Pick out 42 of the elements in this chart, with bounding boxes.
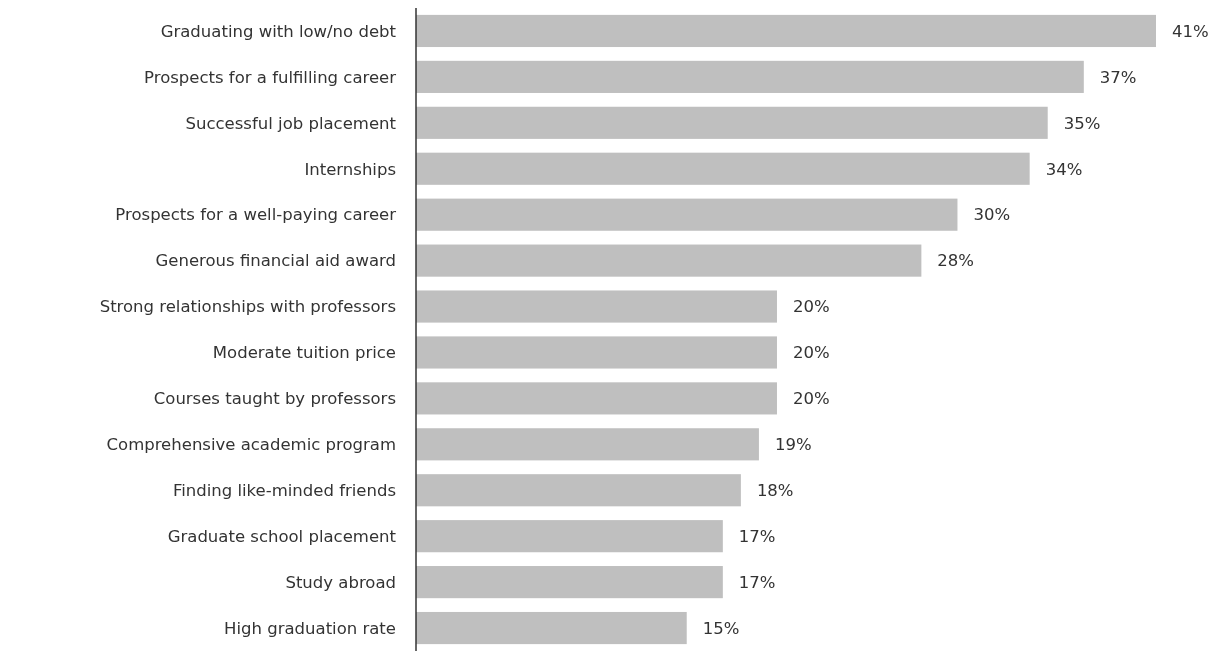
data-label: 20% <box>792 343 830 363</box>
y-tick-label: Generous financial aid award <box>155 251 396 271</box>
data-label: 35% <box>1063 113 1101 133</box>
bar <box>416 14 1156 48</box>
bar <box>416 566 723 599</box>
data-label: 18% <box>756 481 794 501</box>
data-label: 20% <box>792 389 830 409</box>
bar <box>416 198 958 231</box>
data-label: 17% <box>738 572 776 592</box>
bar <box>416 290 777 323</box>
data-label: 19% <box>774 435 812 455</box>
y-tick-label: Graduate school placement <box>167 526 397 546</box>
data-label: 17% <box>738 526 776 546</box>
bar <box>416 106 1048 139</box>
y-tick-label: Finding like-minded friends <box>172 481 396 501</box>
data-label: 37% <box>1099 67 1137 87</box>
bar <box>416 611 687 645</box>
data-label: 20% <box>792 297 830 317</box>
bar <box>416 382 777 415</box>
y-tick-label: Prospects for a fulfilling career <box>144 67 397 87</box>
y-tick-label: Moderate tuition price <box>212 343 396 363</box>
y-tick-label: Internships <box>304 159 396 179</box>
bar <box>416 244 922 277</box>
bar <box>416 60 1084 93</box>
bar <box>416 336 777 369</box>
y-tick-label: Study abroad <box>285 572 396 592</box>
y-tick-label: Courses taught by professors <box>153 389 396 409</box>
bar <box>416 152 1030 185</box>
y-tick-label: Successful job placement <box>185 113 397 133</box>
y-tick-label: Comprehensive academic program <box>106 435 396 455</box>
bar <box>416 520 723 553</box>
data-label: 30% <box>973 205 1011 225</box>
bar <box>416 474 741 507</box>
data-label: 41% <box>1172 21 1209 41</box>
y-tick-label: Graduating with low/no debt <box>160 21 397 41</box>
data-label: 15% <box>702 618 740 638</box>
data-label: 34% <box>1045 159 1083 179</box>
y-tick-label: Prospects for a well-paying career <box>115 205 397 225</box>
y-tick-label: Strong relationships with professors <box>99 297 396 317</box>
data-label: 28% <box>937 251 975 271</box>
bar <box>416 428 759 461</box>
y-tick-label: High graduation rate <box>224 618 396 638</box>
